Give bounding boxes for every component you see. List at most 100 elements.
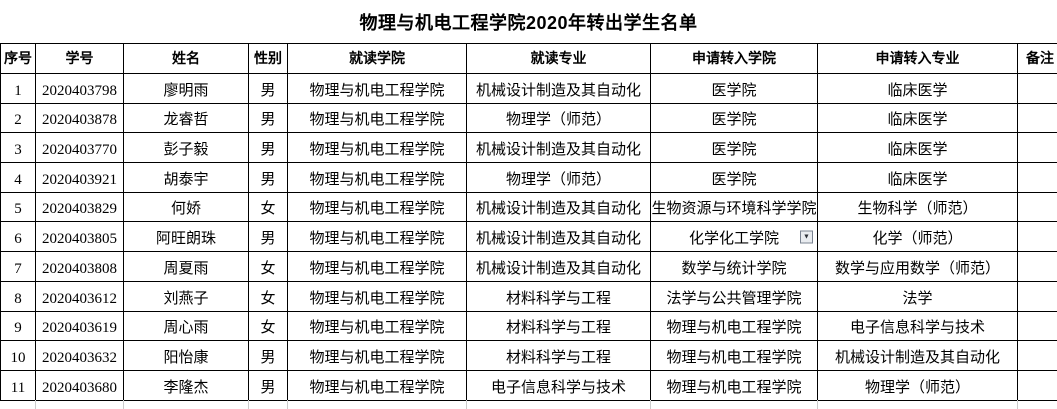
cell-current-college[interactable]: 物理与机电工程学院 bbox=[287, 73, 467, 104]
cell-target-college[interactable]: 生物资源与环境科学学院 bbox=[650, 191, 818, 223]
cell-gender[interactable]: 男 bbox=[248, 162, 288, 193]
header-note[interactable]: 备注 bbox=[1017, 43, 1057, 74]
cell-target-major[interactable]: 电子信息科学与技术 bbox=[817, 310, 1018, 342]
cell-gender[interactable]: 女 bbox=[248, 310, 288, 342]
cell-name[interactable]: 周夏雨 bbox=[123, 251, 249, 282]
cell-student-id[interactable]: 2020403829 bbox=[35, 191, 124, 223]
cell-note[interactable] bbox=[1017, 162, 1057, 193]
cell-name[interactable]: 胡泰宇 bbox=[123, 162, 249, 193]
cell-gender[interactable]: 男 bbox=[248, 221, 288, 253]
cell-current-college[interactable]: 物理与机电工程学院 bbox=[287, 310, 467, 342]
cell-gender[interactable]: 男 bbox=[248, 369, 288, 401]
cell-current-major[interactable]: 物理学（师范） bbox=[466, 162, 651, 193]
cell-student-id[interactable]: 2020403612 bbox=[35, 280, 124, 312]
cell-no[interactable]: 10 bbox=[0, 340, 36, 371]
cell-no[interactable]: 11 bbox=[0, 369, 36, 401]
cell-target-college[interactable]: 数学与统计学院 bbox=[650, 251, 818, 282]
cell-student-id[interactable]: 2020403632 bbox=[35, 340, 124, 371]
cell-name[interactable]: 李隆杰 bbox=[123, 369, 249, 401]
cell-no[interactable]: 1 bbox=[0, 73, 36, 104]
cell-target-major[interactable]: 化学（师范） bbox=[817, 221, 1018, 253]
cell-target-major[interactable]: 临床医学 bbox=[817, 132, 1018, 164]
cell-student-id[interactable]: 2020403798 bbox=[35, 73, 124, 104]
header-current-major[interactable]: 就读专业 bbox=[466, 43, 651, 74]
cell-note[interactable] bbox=[1017, 340, 1057, 371]
cell-target-major[interactable]: 法学 bbox=[817, 280, 1018, 312]
cell-current-major[interactable]: 机械设计制造及其自动化 bbox=[466, 251, 651, 282]
header-student-id[interactable]: 学号 bbox=[35, 43, 124, 74]
cell-gender[interactable]: 女 bbox=[248, 251, 288, 282]
cell-target-college[interactable]: 物理与机电工程学院 bbox=[650, 340, 818, 371]
cell-current-college[interactable]: 物理与机电工程学院 bbox=[287, 102, 467, 134]
cell-name[interactable]: 刘燕子 bbox=[123, 280, 249, 312]
cell-current-college[interactable]: 物理与机电工程学院 bbox=[287, 369, 467, 401]
cell-gender[interactable]: 女 bbox=[248, 280, 288, 312]
cell-target-college[interactable]: 化学化工学院 ▼ bbox=[650, 221, 818, 253]
cell-student-id[interactable]: 2020403619 bbox=[35, 310, 124, 342]
cell-target-college[interactable]: 医学院 bbox=[650, 102, 818, 134]
cell-note[interactable] bbox=[1017, 73, 1057, 104]
cell-current-major[interactable]: 材料科学与工程 bbox=[466, 340, 651, 371]
header-target-major[interactable]: 申请转入专业 bbox=[817, 43, 1018, 74]
cell-name[interactable]: 周心雨 bbox=[123, 310, 249, 342]
cell-note[interactable] bbox=[1017, 221, 1057, 253]
cell-name[interactable]: 阿旺朗珠 bbox=[123, 221, 249, 253]
header-name[interactable]: 姓名 bbox=[123, 43, 249, 74]
cell-target-college[interactable]: 物理与机电工程学院 bbox=[650, 369, 818, 401]
cell-name[interactable]: 彭子毅 bbox=[123, 132, 249, 164]
cell-name[interactable]: 何娇 bbox=[123, 191, 249, 223]
cell-no[interactable]: 5 bbox=[0, 191, 36, 223]
cell-gender[interactable]: 女 bbox=[248, 191, 288, 223]
cell-student-id[interactable]: 2020403770 bbox=[35, 132, 124, 164]
header-target-college[interactable]: 申请转入学院 bbox=[650, 43, 818, 74]
cell-note[interactable] bbox=[1017, 310, 1057, 342]
cell-note[interactable] bbox=[1017, 132, 1057, 164]
cell-current-major[interactable]: 物理学（师范） bbox=[466, 102, 651, 134]
cell-target-college[interactable]: 物理与机电工程学院 bbox=[650, 310, 818, 342]
cell-student-id[interactable]: 2020403921 bbox=[35, 162, 124, 193]
cell-current-major[interactable]: 材料科学与工程 bbox=[466, 310, 651, 342]
cell-student-id[interactable]: 2020403805 bbox=[35, 221, 124, 253]
dropdown-arrow-button[interactable]: ▼ bbox=[800, 230, 813, 244]
cell-current-major[interactable]: 机械设计制造及其自动化 bbox=[466, 221, 651, 253]
cell-no[interactable]: 2 bbox=[0, 102, 36, 134]
cell-current-major[interactable]: 机械设计制造及其自动化 bbox=[466, 191, 651, 223]
cell-no[interactable]: 4 bbox=[0, 162, 36, 193]
cell-current-college[interactable]: 物理与机电工程学院 bbox=[287, 251, 467, 282]
cell-no[interactable]: 8 bbox=[0, 280, 36, 312]
cell-note[interactable] bbox=[1017, 251, 1057, 282]
cell-gender[interactable]: 男 bbox=[248, 132, 288, 164]
cell-target-major[interactable]: 物理学（师范） bbox=[817, 369, 1018, 401]
cell-target-major[interactable]: 生物科学（师范） bbox=[817, 191, 1018, 223]
cell-gender[interactable]: 男 bbox=[248, 73, 288, 104]
cell-current-major[interactable]: 材料科学与工程 bbox=[466, 280, 651, 312]
cell-current-college[interactable]: 物理与机电工程学院 bbox=[287, 340, 467, 371]
cell-current-college[interactable]: 物理与机电工程学院 bbox=[287, 191, 467, 223]
cell-student-id[interactable]: 2020403878 bbox=[35, 102, 124, 134]
cell-no[interactable]: 3 bbox=[0, 132, 36, 164]
cell-note[interactable] bbox=[1017, 369, 1057, 401]
cell-no[interactable]: 6 bbox=[0, 221, 36, 253]
cell-current-college[interactable]: 物理与机电工程学院 bbox=[287, 280, 467, 312]
cell-target-college[interactable]: 医学院 bbox=[650, 73, 818, 104]
cell-target-college[interactable]: 医学院 bbox=[650, 162, 818, 193]
cell-target-college[interactable]: 法学与公共管理学院 bbox=[650, 280, 818, 312]
header-gender[interactable]: 性别 bbox=[248, 43, 288, 74]
cell-current-college[interactable]: 物理与机电工程学院 bbox=[287, 132, 467, 164]
cell-note[interactable] bbox=[1017, 191, 1057, 223]
cell-student-id[interactable]: 2020403680 bbox=[35, 369, 124, 401]
cell-name[interactable]: 阳怡康 bbox=[123, 340, 249, 371]
cell-target-major[interactable]: 临床医学 bbox=[817, 102, 1018, 134]
cell-name[interactable]: 廖明雨 bbox=[123, 73, 249, 104]
header-no[interactable]: 序号 bbox=[0, 43, 36, 74]
cell-target-major[interactable]: 临床医学 bbox=[817, 162, 1018, 193]
cell-gender[interactable]: 男 bbox=[248, 340, 288, 371]
cell-current-major[interactable]: 电子信息科学与技术 bbox=[466, 369, 651, 401]
cell-current-major[interactable]: 机械设计制造及其自动化 bbox=[466, 73, 651, 104]
cell-gender[interactable]: 男 bbox=[248, 102, 288, 134]
cell-no[interactable]: 7 bbox=[0, 251, 36, 282]
cell-target-college[interactable]: 医学院 bbox=[650, 132, 818, 164]
cell-target-major[interactable]: 数学与应用数学（师范） bbox=[817, 251, 1018, 282]
cell-current-major[interactable]: 机械设计制造及其自动化 bbox=[466, 132, 651, 164]
cell-target-major[interactable]: 机械设计制造及其自动化 bbox=[817, 340, 1018, 371]
